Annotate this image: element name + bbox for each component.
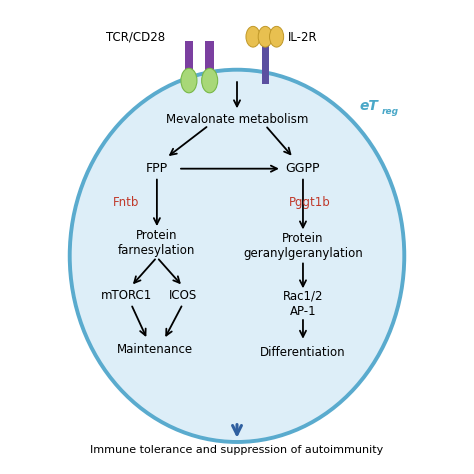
Text: Differentiation: Differentiation <box>260 346 346 359</box>
Text: Rac1/2
AP-1: Rac1/2 AP-1 <box>283 290 323 318</box>
Text: Protein
farnesylation: Protein farnesylation <box>118 229 196 257</box>
Bar <box>185 41 193 82</box>
Text: Mevalonate metabolism: Mevalonate metabolism <box>166 113 308 126</box>
Bar <box>262 40 269 84</box>
Text: Immune tolerance and suppression of autoimmunity: Immune tolerance and suppression of auto… <box>91 445 383 455</box>
Text: GGPP: GGPP <box>286 162 320 175</box>
Text: ICOS: ICOS <box>169 290 197 302</box>
Text: eT: eT <box>359 99 378 113</box>
Ellipse shape <box>246 27 260 47</box>
Text: TCR/CD28: TCR/CD28 <box>106 31 165 44</box>
Text: Fntb: Fntb <box>113 196 139 209</box>
Text: mTORC1: mTORC1 <box>100 290 152 302</box>
Ellipse shape <box>181 68 197 93</box>
Text: Pggt1b: Pggt1b <box>289 196 331 209</box>
Bar <box>205 41 214 82</box>
Ellipse shape <box>270 27 283 47</box>
Text: reg: reg <box>382 108 399 117</box>
Ellipse shape <box>201 68 218 93</box>
Ellipse shape <box>70 70 404 442</box>
Text: Protein
geranylgeranylation: Protein geranylgeranylation <box>243 232 363 260</box>
Ellipse shape <box>258 27 273 47</box>
Text: Maintenance: Maintenance <box>117 343 192 356</box>
Text: IL-2R: IL-2R <box>288 31 318 44</box>
Text: FPP: FPP <box>146 162 168 175</box>
